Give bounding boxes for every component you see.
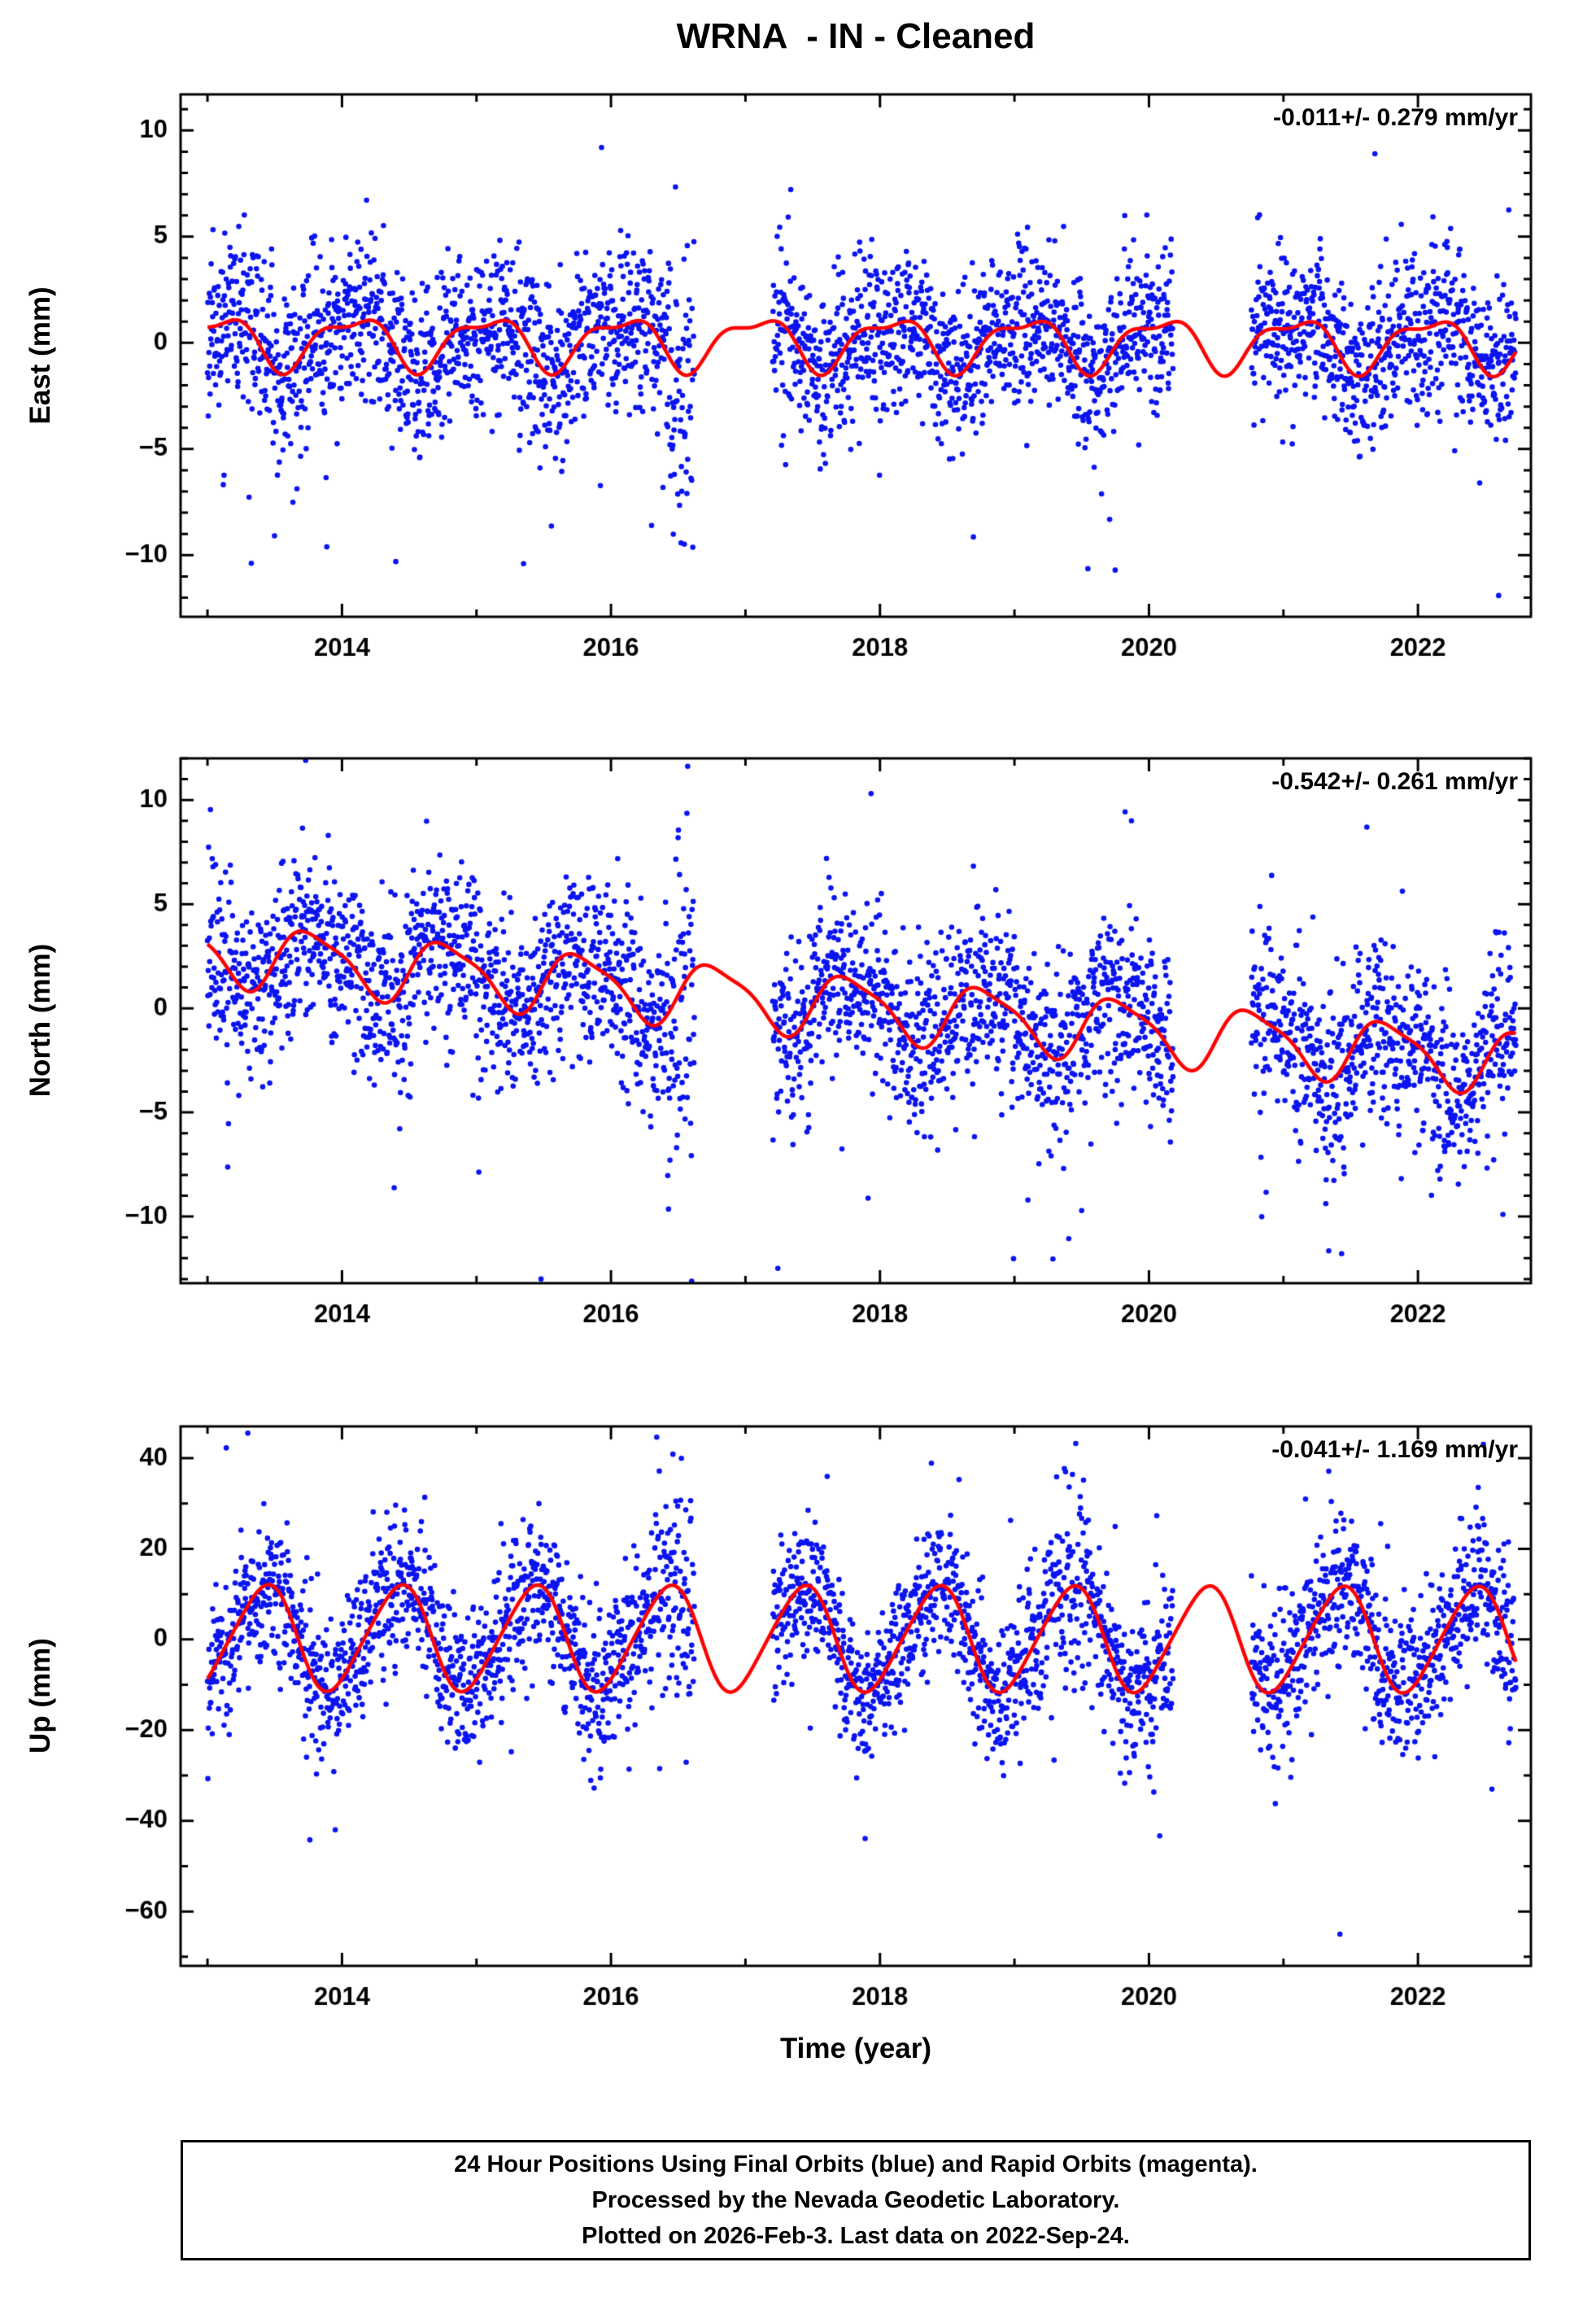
footer-note-box: 24 Hour Positions Using Final Orbits (bl… (181, 2140, 1531, 2260)
east-rate-annotation: -0.011+/- 0.279 mm/yr (1272, 104, 1518, 131)
north-axis-label: North (mm) (24, 943, 56, 1098)
chart-title: WRNA - IN - Cleaned (676, 16, 1036, 56)
footer-line-2: Processed by the Nevada Geodetic Laborat… (591, 2187, 1120, 2213)
east-axis-label: East (mm) (24, 286, 56, 425)
up-axis-label: Up (mm) (24, 1638, 56, 1754)
up-rate-annotation: -0.041+/- 1.169 mm/yr (1271, 1436, 1518, 1463)
north-rate-annotation: -0.542+/- 0.261 mm/yr (1271, 768, 1518, 795)
footer-line-3: Plotted on 2026-Feb-3. Last data on 2022… (582, 2223, 1130, 2249)
footer-line-1: 24 Hour Positions Using Final Orbits (bl… (454, 2151, 1258, 2177)
time-axis-label: Time (year) (779, 2033, 932, 2064)
